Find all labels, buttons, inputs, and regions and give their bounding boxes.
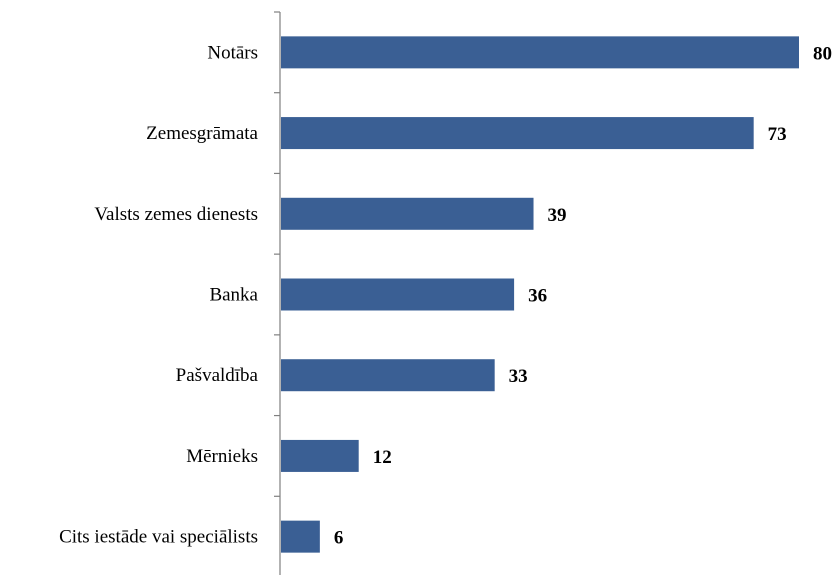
value-label: 39 [548,205,567,226]
category-label: Mērnieks [186,446,258,467]
bar [281,197,534,230]
category-labels-group: Notārs Zemesgrāmata Valsts zemes dienests B… [59,42,258,547]
bar [281,359,495,392]
bar [281,117,754,150]
axis-ticks-group [274,11,280,497]
bar [281,520,320,553]
bar [281,439,359,472]
value-label: 36 [528,286,547,307]
value-label: 33 [509,366,528,387]
category-label: Pašvaldība [176,365,259,386]
bar [281,36,799,69]
category-label: Cits iestāde vai speciālists [59,527,258,548]
value-label: 6 [334,528,344,549]
bars-group [281,36,799,553]
category-label: Zemesgrāmata [146,123,258,144]
category-label: Banka [209,285,258,306]
value-label: 73 [768,124,787,145]
category-label: Valsts zemes dienests [94,204,258,225]
value-labels-group: 80 73 39 36 33 12 6 [334,43,832,548]
value-label: 12 [373,447,392,468]
value-label: 80 [813,43,832,64]
bar [281,278,515,311]
category-label: Notārs [207,42,258,63]
